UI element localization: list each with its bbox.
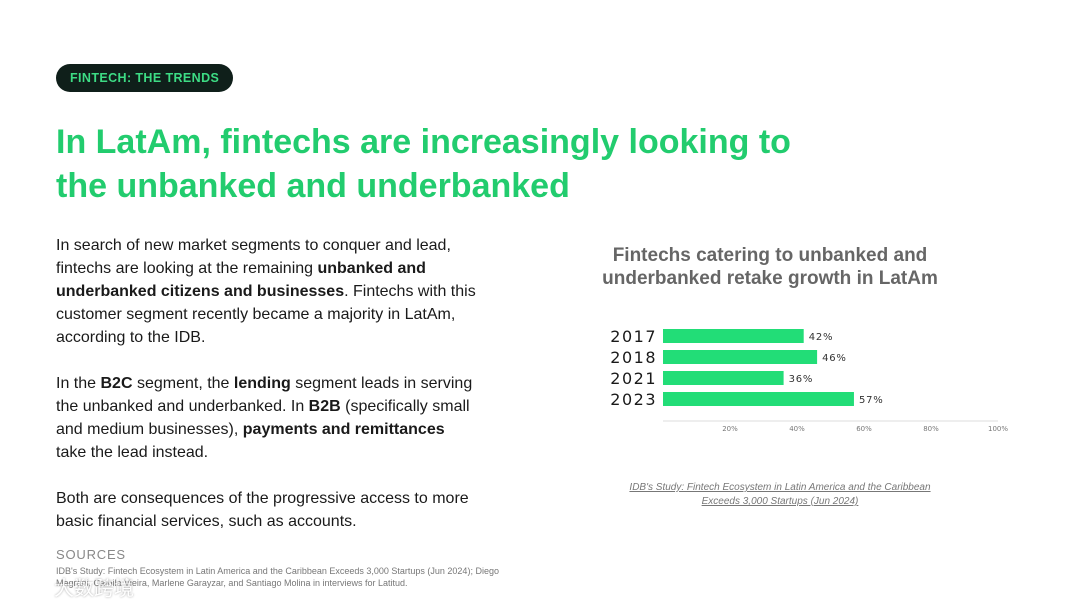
category-label-2018: 2018 xyxy=(610,348,657,367)
x-tick-label-80: 80% xyxy=(923,425,939,433)
p2-text-c: segment, the xyxy=(132,375,234,392)
value-label-2017: 42% xyxy=(809,332,834,343)
chart-source[interactable]: IDB's Study: Fintech Ecosystem in Latin … xyxy=(629,482,931,507)
value-label-2023: 57% xyxy=(859,395,884,406)
category-label-2017: 2017 xyxy=(610,327,657,346)
bar-chart: 2017 42% 2018 46% 2021 36% 2023 57% 20% 40% 60% 80%… xyxy=(610,327,1008,433)
p2-text-e: segment leads in serving the unbanked an… xyxy=(56,375,473,415)
x-tick-label-40: 40% xyxy=(789,425,805,433)
p1-bold: unbanked and underbanked citizens and bu… xyxy=(56,260,426,300)
bar-2023 xyxy=(663,392,854,406)
bar-2021 xyxy=(663,371,784,385)
p2-bold-payments: payments and remittances xyxy=(242,421,445,438)
p2-bold-b2c: B2C xyxy=(100,375,133,392)
value-label-2018: 46% xyxy=(822,353,847,364)
bar-2017 xyxy=(663,329,804,343)
bar-2018 xyxy=(663,350,818,364)
category-label-2021: 2021 xyxy=(610,369,657,388)
section-tag: FINTECH: THE TRENDS xyxy=(56,64,234,92)
watermark-logo-icon xyxy=(9,579,46,593)
watermark: 大数跨境 xyxy=(8,572,134,600)
p1-text-a: In search of new market segments to conq… xyxy=(56,237,451,277)
p2-bold-lending: lending xyxy=(233,375,291,392)
paragraph-2: In the B2C segment, the lending segment … xyxy=(56,372,476,464)
p2-bold-b2b: B2B xyxy=(308,398,341,415)
paragraph-1: In search of new market segments to conq… xyxy=(56,234,476,349)
p2-text-g: (specifically small and medium businesse… xyxy=(56,398,470,438)
x-tick-label-60: 60% xyxy=(856,425,872,433)
sources-text: IDB's Study: Fintech Ecosystem in Latin … xyxy=(56,566,499,588)
paragraph-3: Both are consequences of the progressive… xyxy=(56,490,469,530)
p2-text-i: take the lead instead. xyxy=(56,444,209,461)
p1-text-c: . Fintechs with this customer segment re… xyxy=(56,283,476,346)
category-label-2023: 2023 xyxy=(610,390,657,409)
p2-text-a: In the xyxy=(56,375,101,392)
watermark-text: 大数跨境 xyxy=(54,575,134,600)
x-tick-label-100: 100% xyxy=(988,425,1008,433)
value-label-2021: 36% xyxy=(789,374,814,385)
sources-label: SOURCES xyxy=(56,547,126,562)
chart-title: Fintechs catering to unbanked and underb… xyxy=(602,245,938,289)
body-text: In search of new market segments to conq… xyxy=(56,234,476,556)
page-title: In LatAm, fintechs are increasingly look… xyxy=(56,123,791,205)
x-tick-label-20: 20% xyxy=(722,425,738,433)
